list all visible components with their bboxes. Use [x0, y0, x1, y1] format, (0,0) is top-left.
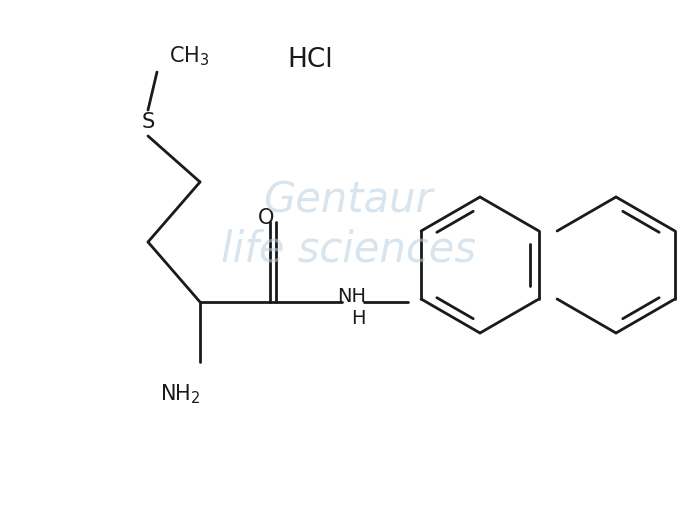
Text: Gentaur
life sciences: Gentaur life sciences [221, 180, 475, 270]
Text: H: H [351, 309, 365, 329]
Text: S: S [141, 112, 155, 132]
Text: HCl: HCl [287, 47, 333, 73]
Text: NH$_2$: NH$_2$ [159, 382, 200, 406]
Text: CH$_3$: CH$_3$ [169, 44, 209, 68]
Text: NH: NH [338, 288, 367, 306]
Text: O: O [258, 208, 274, 228]
